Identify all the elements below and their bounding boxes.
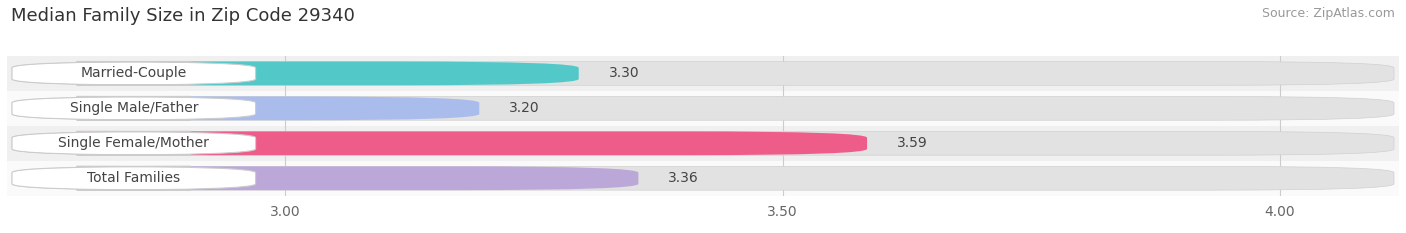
Bar xyxy=(7,161,1399,196)
Text: 3.59: 3.59 xyxy=(897,136,928,150)
Bar xyxy=(7,91,1399,126)
FancyBboxPatch shape xyxy=(13,62,1393,85)
FancyBboxPatch shape xyxy=(13,166,256,190)
Bar xyxy=(7,126,1399,161)
Text: Single Male/Father: Single Male/Father xyxy=(69,101,198,115)
Text: Single Female/Mother: Single Female/Mother xyxy=(59,136,209,150)
FancyBboxPatch shape xyxy=(13,131,256,155)
FancyBboxPatch shape xyxy=(13,62,256,85)
FancyBboxPatch shape xyxy=(13,62,579,85)
FancyBboxPatch shape xyxy=(13,131,1393,155)
Bar xyxy=(7,56,1399,91)
FancyBboxPatch shape xyxy=(13,166,1393,190)
Text: Total Families: Total Families xyxy=(87,171,180,185)
Text: 3.36: 3.36 xyxy=(668,171,699,185)
FancyBboxPatch shape xyxy=(13,96,1393,120)
Text: 3.30: 3.30 xyxy=(609,66,640,80)
FancyBboxPatch shape xyxy=(13,166,638,190)
FancyBboxPatch shape xyxy=(13,131,868,155)
Text: Married-Couple: Married-Couple xyxy=(80,66,187,80)
Text: 3.20: 3.20 xyxy=(509,101,540,115)
FancyBboxPatch shape xyxy=(13,96,479,120)
Text: Median Family Size in Zip Code 29340: Median Family Size in Zip Code 29340 xyxy=(11,7,356,25)
FancyBboxPatch shape xyxy=(13,96,256,120)
Text: Source: ZipAtlas.com: Source: ZipAtlas.com xyxy=(1261,7,1395,20)
